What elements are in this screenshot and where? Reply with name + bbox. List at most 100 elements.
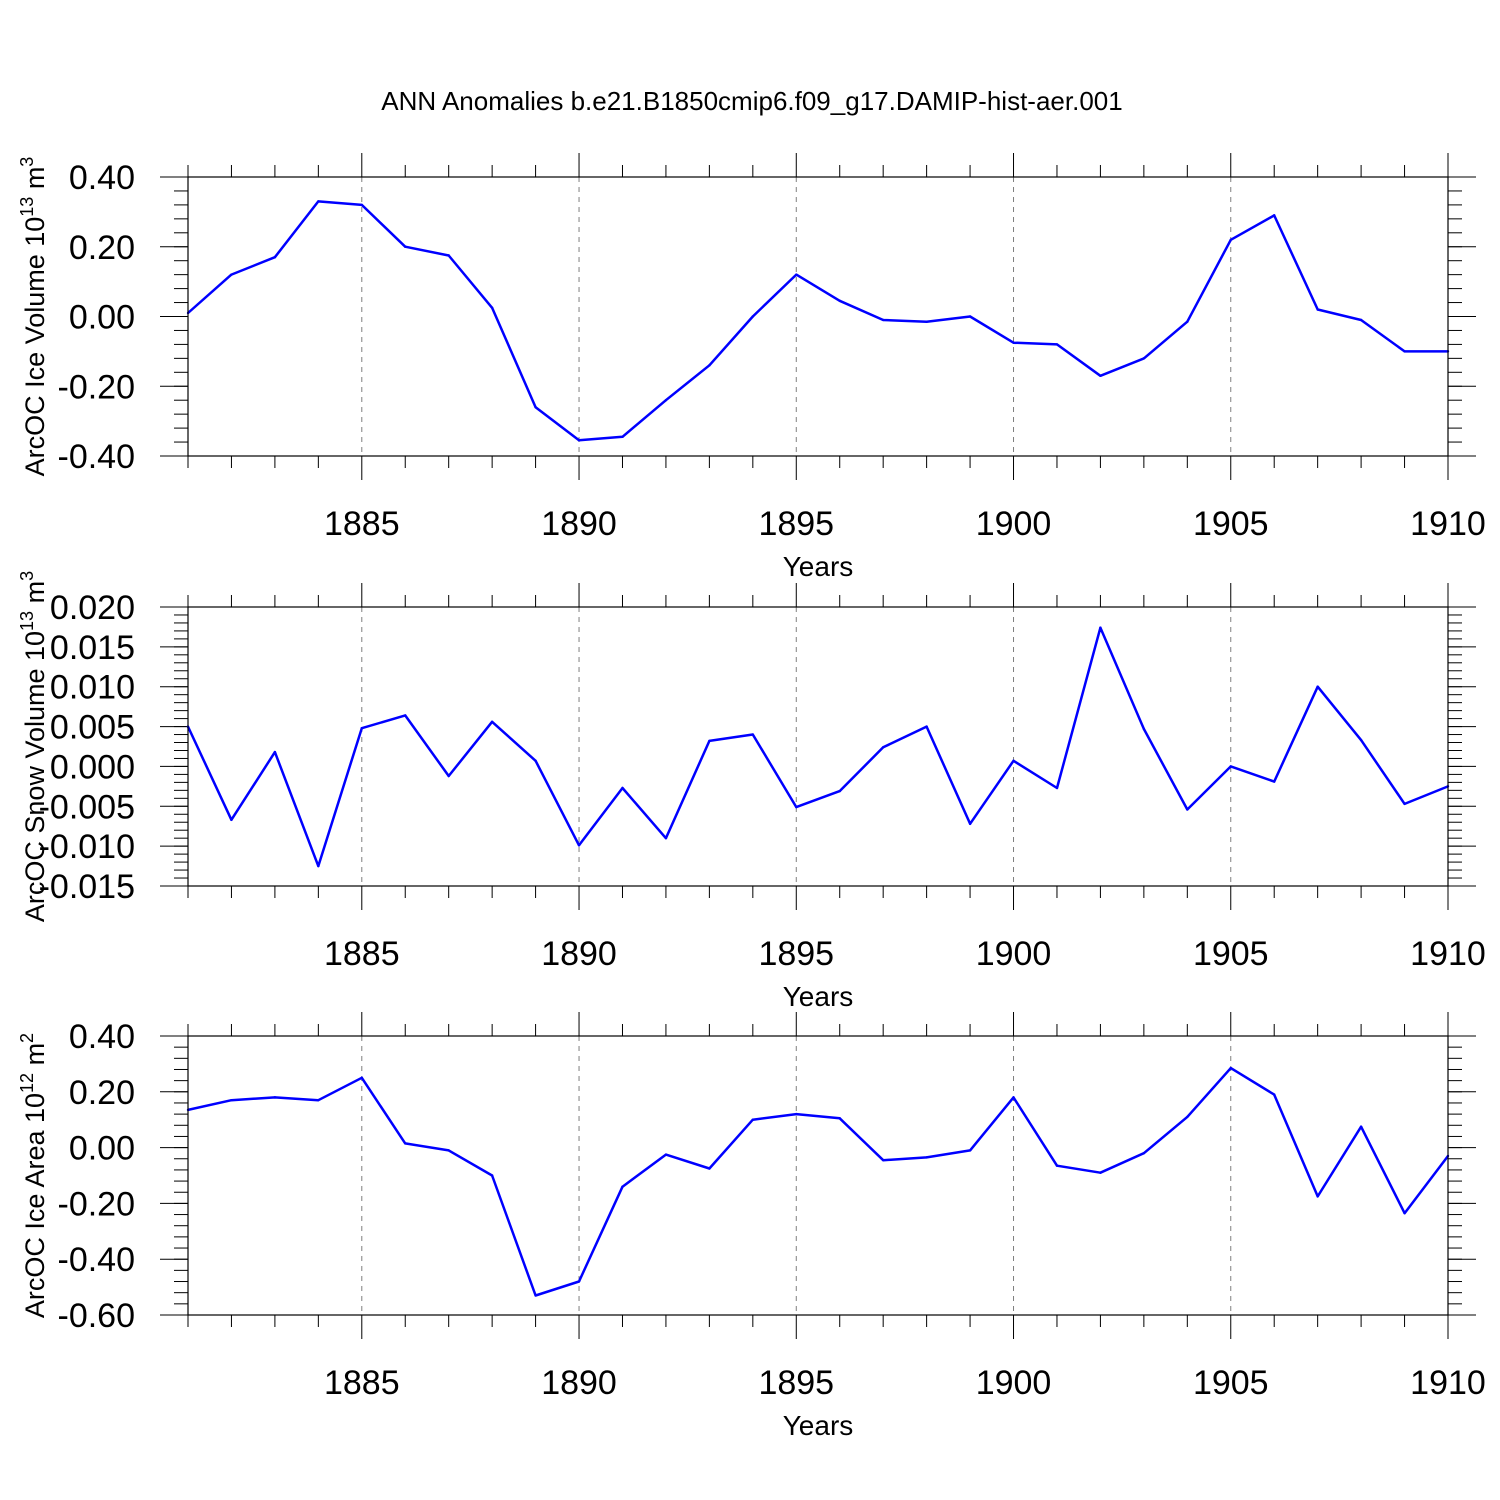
data-point [447, 774, 450, 778]
data-point [1229, 765, 1232, 768]
data-point [360, 726, 363, 730]
y-tick-label: 0.20 [69, 1074, 135, 1112]
y-axis-label-ylabel: ArcOC Snow Volume 10 [20, 631, 50, 922]
data-point [621, 786, 624, 790]
x-tick-label: 1905 [1193, 505, 1269, 543]
y-axis-label: ArcOC Snow Volume 1013 m3 [17, 571, 50, 922]
x-axis-label: Years [783, 551, 854, 582]
data-point [1316, 1195, 1319, 1198]
x-tick-label: 1890 [541, 505, 617, 543]
data-point [1316, 308, 1319, 311]
x-tick-label: 1890 [541, 935, 617, 973]
data-point [577, 844, 581, 847]
data-point [1229, 238, 1232, 241]
x-axis-label: Years [783, 981, 854, 1012]
data-point [230, 273, 233, 276]
data-point [447, 1149, 450, 1152]
y-axis-label-ylabel: ArcOC Ice Area 10 [20, 1093, 50, 1318]
data-point [664, 399, 668, 402]
data-point [1229, 1066, 1232, 1070]
panel-2: -0.015-0.010-0.0050.0000.0050.0100.0150.… [17, 571, 1486, 1012]
chart-title: ANN Anomalies b.e21.B1850cmip6.f09_g17.D… [381, 86, 1122, 116]
x-tick-label: 1905 [1193, 1364, 1269, 1402]
data-point [273, 1096, 277, 1099]
y-tick-label: 0.010 [50, 669, 135, 707]
data-point [925, 725, 928, 728]
data-point [881, 746, 885, 749]
data-point [490, 720, 494, 723]
panel-1: -0.40 -0.20 0.00 0.20 0.40 1885 1890 1895 1900 19… [17, 153, 1486, 582]
data-point [795, 1112, 798, 1116]
y-axis-label-ylabel-exp: 13 [17, 197, 37, 217]
data-point [925, 1156, 928, 1159]
y-axis-label-ylabel-unit: m [20, 167, 50, 197]
data-point [708, 739, 711, 743]
y-axis-label-ylabel: ArcOC Ice Volume 10 [20, 217, 50, 477]
y-tick-label: -0.015 [39, 868, 135, 906]
y-tick-label: -0.40 [58, 1241, 136, 1279]
data-point [1012, 1096, 1015, 1099]
y-tick-label: 0.40 [69, 159, 135, 197]
data-point [1186, 808, 1189, 811]
x-tick-label: 1910 [1410, 1364, 1486, 1402]
data-point [621, 435, 624, 439]
data-point [881, 1158, 885, 1162]
data-point [273, 750, 277, 754]
y-tick-label: -0.20 [58, 1185, 136, 1223]
y-axis-label-ylabel-exp: 12 [17, 1073, 37, 1093]
y-axis-label-ylabel-exp: 13 [17, 611, 37, 631]
data-point [708, 1167, 711, 1170]
data-point [1273, 1093, 1276, 1096]
y-tick-label: -0.60 [58, 1297, 136, 1335]
y-tick-label: 0.00 [69, 1130, 135, 1168]
y-axis-label-ylabel-unit-exp: 2 [17, 1033, 37, 1043]
data-point [360, 203, 363, 207]
data-point [664, 1153, 668, 1156]
data-point [534, 405, 537, 409]
x-tick-label: 1900 [976, 935, 1052, 973]
data-point [534, 1294, 537, 1297]
data-point [1099, 374, 1102, 377]
data-point [621, 1185, 624, 1188]
data-point [1055, 343, 1059, 346]
x-tick-label: 1910 [1410, 935, 1486, 973]
y-tick-label: 0.40 [69, 1018, 135, 1056]
y-axis-label: ArcOC Ice Area 1012 m2 [17, 1033, 50, 1318]
data-point [1273, 780, 1276, 783]
y-axis-label-ylabel-unit: m [20, 581, 50, 611]
data-point [1099, 1171, 1102, 1174]
plot-frame [187, 1035, 1449, 1316]
data-point [1273, 214, 1276, 217]
data-point [1142, 357, 1146, 360]
y-tick-label: 0.015 [50, 629, 135, 667]
data-point [1012, 759, 1015, 763]
y-tick-label: 0.020 [50, 589, 135, 627]
data-point [838, 299, 841, 303]
data-point [1186, 320, 1189, 323]
data-point [795, 273, 798, 276]
panels: -0.40 -0.20 0.00 0.20 0.40 1885 1890 1895 1900 19… [17, 153, 1486, 1441]
y-tick-label: 0.00 [69, 299, 135, 337]
y-axis-label-ylabel-unit-exp: 3 [17, 571, 37, 581]
panel-3: -0.60 -0.40 -0.20 0.00 0.20 0.40 1885 1890 1895 1… [17, 1012, 1486, 1441]
data-point [1055, 786, 1059, 790]
data-point [1142, 1151, 1146, 1155]
data-point [1099, 626, 1102, 629]
data-point [404, 1142, 407, 1145]
data-point [795, 805, 798, 809]
data-point [881, 318, 885, 322]
y-tick-label: -0.40 [58, 438, 136, 476]
x-tick-label: 1900 [976, 1364, 1052, 1402]
series-line [186, 626, 1449, 868]
y-tick-label: 0.20 [69, 229, 135, 267]
data-point [534, 759, 537, 763]
x-tick-label: 1890 [541, 1364, 617, 1402]
y-tick-label: -0.20 [58, 368, 136, 406]
x-tick-label: 1885 [324, 1364, 400, 1402]
y-axis-label-ylabel-unit: m [20, 1043, 50, 1073]
data-point [968, 315, 972, 318]
x-tick-label: 1895 [758, 505, 834, 543]
y-axis-label: ArcOC Ice Volume 1013 m3 [17, 157, 50, 477]
